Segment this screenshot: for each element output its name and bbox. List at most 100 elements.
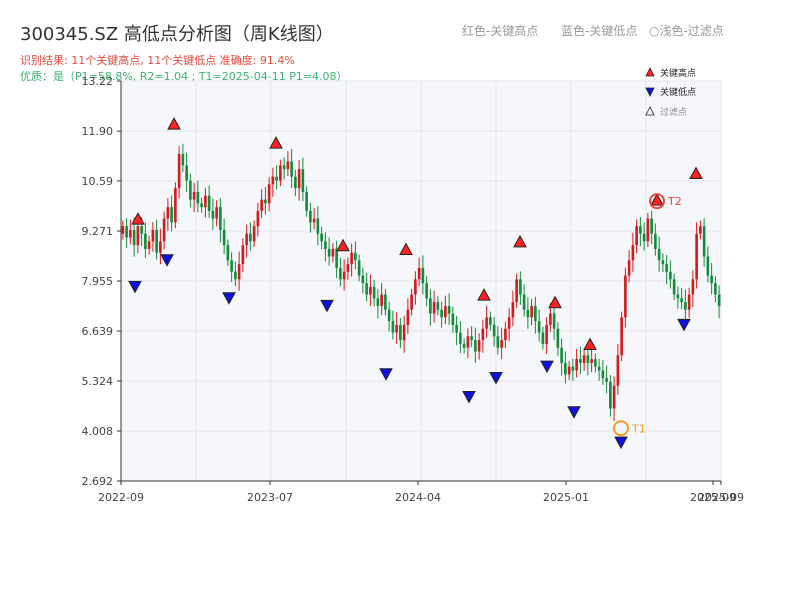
candle-body bbox=[552, 313, 556, 329]
candle-body bbox=[654, 233, 657, 249]
candle-body bbox=[676, 294, 680, 299]
candle-body bbox=[429, 298, 432, 314]
candle-body bbox=[534, 305, 537, 322]
candle-body bbox=[410, 294, 413, 310]
candle-body bbox=[444, 305, 447, 318]
candle-body bbox=[477, 340, 481, 352]
candle-body bbox=[519, 279, 522, 295]
candle-body bbox=[684, 302, 687, 310]
candle-body bbox=[440, 309, 443, 318]
candle-body bbox=[286, 161, 290, 170]
candle-body bbox=[215, 207, 218, 219]
y-tick-label: 5.324 bbox=[82, 375, 114, 388]
candle-body bbox=[635, 226, 638, 246]
result-summary: 识别结果: 11个关键高点, 11个关键低点 准确度: 91.4% bbox=[20, 54, 295, 67]
candle-body bbox=[237, 264, 241, 280]
candle-body bbox=[564, 362, 567, 375]
candle-body bbox=[361, 275, 365, 284]
candle-body bbox=[346, 264, 350, 272]
candle-body bbox=[234, 271, 237, 280]
candle-body bbox=[290, 161, 293, 177]
candle-body bbox=[211, 210, 215, 219]
candle-body bbox=[695, 233, 698, 280]
candle-body bbox=[301, 169, 305, 192]
candle-body bbox=[481, 328, 485, 341]
legend-filtered-label: 过滤点 bbox=[660, 106, 687, 118]
candle-body bbox=[421, 267, 425, 284]
candle-body bbox=[162, 218, 166, 242]
candle-body bbox=[691, 279, 695, 295]
candle-body bbox=[207, 195, 211, 211]
candle-body bbox=[436, 302, 440, 310]
candle-body bbox=[245, 233, 248, 246]
candle-body bbox=[376, 298, 380, 306]
candle-body bbox=[462, 343, 466, 348]
candle-body bbox=[459, 332, 462, 344]
candle-body bbox=[447, 305, 451, 314]
legend-high-label: 关键高点 bbox=[660, 67, 696, 79]
t2-label: T2 bbox=[667, 195, 682, 208]
key-low-marker bbox=[128, 280, 142, 294]
candle-body bbox=[185, 165, 188, 181]
x-tick-label: 2025-09 bbox=[690, 491, 736, 504]
candle-body bbox=[567, 366, 571, 375]
candle-body bbox=[631, 245, 635, 261]
candle-body bbox=[249, 233, 252, 242]
candle-body bbox=[642, 233, 646, 242]
candle-body bbox=[166, 207, 170, 219]
t1-circle bbox=[613, 420, 629, 437]
quality-summary: 优质：是（P1=58.8%, R2=1.04 ; T1=2025-04-11 P… bbox=[20, 70, 348, 83]
candle-body bbox=[369, 286, 372, 295]
candle-body bbox=[717, 294, 721, 306]
candle-body bbox=[710, 275, 713, 284]
key-high-marker bbox=[131, 212, 145, 225]
legend-blue-text: 蓝色-关键低点 bbox=[561, 24, 638, 38]
candle-body bbox=[256, 210, 260, 227]
key-high-marker bbox=[689, 166, 703, 180]
candle-body bbox=[282, 165, 286, 170]
candle-body bbox=[661, 260, 665, 265]
candle-body bbox=[372, 286, 376, 299]
candle-body bbox=[260, 199, 263, 211]
candle-body bbox=[665, 264, 668, 272]
candle-body bbox=[680, 298, 683, 303]
candle-body bbox=[380, 294, 383, 306]
legend-low-label: 关键低点 bbox=[660, 86, 696, 98]
candle-body bbox=[294, 176, 297, 189]
candle-body bbox=[541, 332, 545, 344]
candle-body bbox=[425, 283, 428, 299]
candle-body bbox=[335, 248, 338, 268]
candle-body bbox=[511, 302, 515, 318]
candle-body bbox=[147, 241, 151, 249]
candle-body bbox=[714, 283, 717, 295]
y-tick-label: 10.59 bbox=[82, 175, 114, 188]
legend-filtered-icon bbox=[645, 106, 655, 116]
key-high-marker bbox=[513, 234, 527, 248]
candle-body bbox=[181, 153, 185, 166]
candle-body bbox=[650, 218, 653, 234]
key-high-marker bbox=[477, 288, 491, 301]
candle-body bbox=[406, 309, 410, 325]
candle-body bbox=[342, 271, 346, 280]
candle-body bbox=[455, 324, 458, 333]
candle-body bbox=[485, 317, 488, 329]
candle-body bbox=[387, 309, 391, 322]
candle-body bbox=[699, 226, 702, 234]
key-high-marker bbox=[269, 136, 283, 149]
candle-body bbox=[417, 267, 421, 280]
key-low-marker bbox=[540, 360, 554, 374]
key-high-marker bbox=[583, 337, 597, 351]
candle-body bbox=[605, 378, 608, 382]
candle-body bbox=[312, 218, 316, 223]
candle-body bbox=[309, 210, 312, 223]
candle-body bbox=[526, 309, 530, 318]
candle-body bbox=[399, 324, 402, 341]
candle-body bbox=[200, 203, 203, 208]
y-tick-label: 4.008 bbox=[82, 425, 114, 438]
legend-low-icon bbox=[645, 87, 655, 97]
candle-body bbox=[170, 207, 173, 223]
candle-body bbox=[121, 226, 125, 234]
t1-label: T1 bbox=[631, 422, 646, 435]
candle-body bbox=[575, 359, 578, 371]
candle-body bbox=[466, 336, 470, 348]
